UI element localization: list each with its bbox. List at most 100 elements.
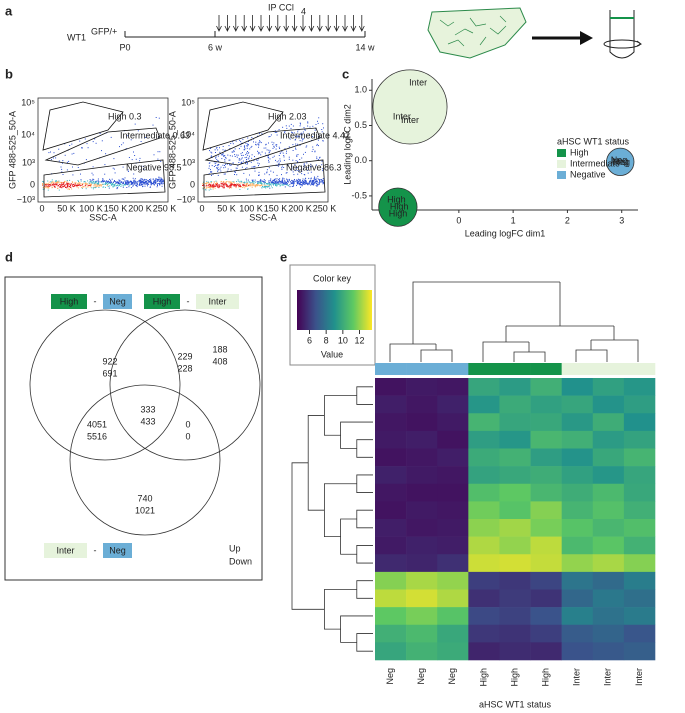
flow-event	[285, 172, 287, 174]
flow-event	[223, 187, 225, 189]
flow-event	[90, 183, 92, 185]
flow-event	[250, 183, 252, 185]
heatmap-cell	[406, 483, 438, 502]
flow-event	[308, 177, 310, 179]
heatmap-cell	[561, 430, 594, 449]
heatmap-cell	[530, 395, 562, 414]
flow-event	[283, 156, 285, 158]
flow-event	[274, 179, 276, 181]
heatmap-cell	[592, 413, 625, 432]
flow-event	[304, 151, 306, 153]
flow-event	[152, 178, 154, 180]
flow-event	[143, 182, 145, 184]
flow-event	[222, 185, 224, 187]
flow-event	[77, 167, 79, 168]
flow-event	[230, 183, 232, 185]
flow-event	[281, 174, 282, 176]
flow-event	[159, 180, 161, 182]
column-label: Inter	[572, 668, 582, 686]
flow-event	[296, 135, 298, 137]
heatmap-cell	[375, 642, 407, 661]
group-tag	[44, 543, 87, 558]
flow-event	[292, 182, 294, 184]
flow-event	[224, 165, 225, 166]
flow-event	[225, 179, 227, 180]
flow-event	[210, 171, 212, 173]
flow-event	[247, 162, 248, 164]
x-tick-label: 0	[456, 215, 461, 225]
flow-event	[158, 178, 160, 180]
flow-event	[282, 178, 284, 180]
flow-event	[95, 185, 96, 187]
flow-event	[272, 156, 274, 158]
legend-label: Intermediate	[570, 158, 620, 168]
flow-event	[236, 154, 238, 156]
flow-event	[255, 144, 257, 146]
flow-event	[217, 169, 219, 171]
flow-event	[143, 168, 145, 170]
flow-event	[286, 178, 288, 180]
color-key-title: Color key	[313, 273, 352, 283]
row-dendrogram	[356, 474, 373, 493]
flow-event	[132, 184, 134, 186]
status-bar	[561, 363, 594, 375]
flow-event	[90, 185, 92, 187]
flow-event	[215, 156, 217, 158]
flow-event	[273, 146, 275, 148]
flow-event	[283, 184, 285, 186]
flow-event	[159, 184, 161, 186]
flow-event	[285, 184, 287, 186]
flow-event	[303, 164, 305, 166]
flow-event	[64, 154, 66, 156]
flow-event	[321, 164, 323, 166]
flow-event	[298, 180, 300, 182]
flow-event	[245, 184, 247, 186]
flow-event	[215, 152, 216, 153]
flow-event	[286, 179, 288, 181]
flow-event	[266, 169, 268, 171]
flow-event	[215, 183, 216, 184]
flow-event	[282, 126, 284, 128]
heatmap-cell	[499, 642, 531, 661]
flow-event	[222, 146, 224, 147]
flow-event	[297, 154, 299, 156]
flow-event	[230, 185, 232, 187]
flow-event	[101, 140, 103, 142]
heatmap-cell	[561, 483, 594, 502]
status-bar	[623, 363, 656, 375]
flow-event	[110, 179, 111, 181]
flow-x-tick: 250 K	[313, 203, 337, 213]
flow-event	[304, 129, 306, 131]
legend-up: Up	[229, 543, 241, 553]
flow-event	[283, 155, 285, 156]
flow-event	[316, 180, 318, 182]
flow-event	[130, 181, 132, 182]
flow-event	[226, 163, 228, 165]
flow-event	[83, 186, 85, 188]
flow-event	[268, 161, 270, 163]
flow-event	[102, 181, 104, 183]
flow-event	[157, 151, 159, 153]
flow-event	[97, 182, 99, 184]
flow-event	[273, 180, 275, 182]
flow-event	[92, 178, 94, 180]
flow-event	[100, 184, 101, 186]
flow-event	[295, 147, 296, 149]
flow-event	[316, 144, 318, 146]
heatmap-cell	[499, 589, 531, 608]
flow-event	[119, 146, 120, 148]
flow-event	[56, 180, 58, 182]
heatmap-cell	[437, 607, 469, 626]
heatmap-cell	[530, 607, 562, 626]
flow-event	[88, 182, 90, 184]
flow-event	[161, 185, 163, 187]
flow-event	[307, 122, 309, 124]
flow-event	[127, 169, 129, 171]
flow-event	[94, 181, 96, 183]
flow-event	[215, 180, 217, 182]
flow-event	[222, 183, 224, 185]
flow-event	[140, 181, 141, 183]
flow-event	[132, 183, 134, 185]
flow-event	[268, 136, 270, 138]
flow-event	[317, 181, 318, 183]
